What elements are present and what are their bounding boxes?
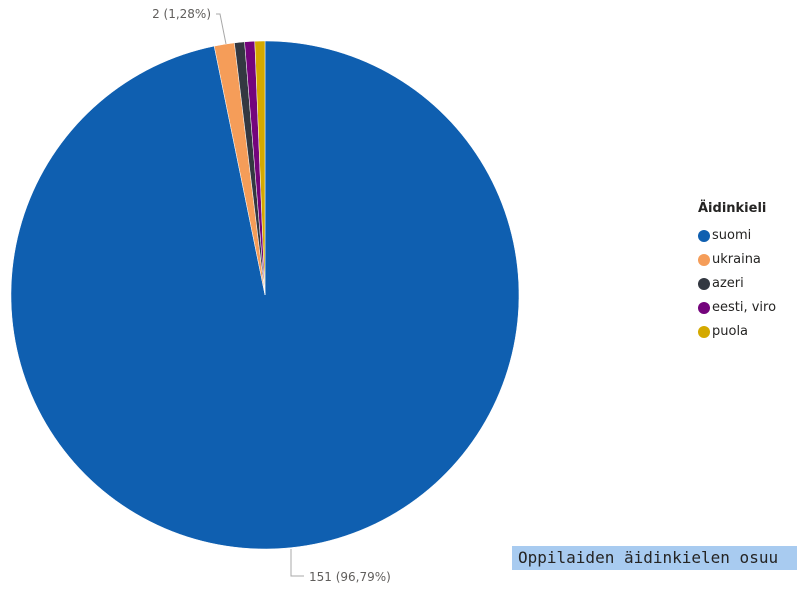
legend-item-puola[interactable]: puola	[698, 320, 776, 344]
legend-title: Äidinkieli	[698, 201, 767, 216]
legend-marker-puola	[698, 326, 710, 338]
data-label-suomi[interactable]: 151 (96,79%)	[309, 570, 391, 584]
data-label-ukraina[interactable]: 2 (1,28%)	[152, 7, 211, 21]
legend-label-suomi: suomi	[712, 228, 752, 243]
legend-label-eesti-viro: eesti, viro	[712, 300, 777, 315]
legend-label-azeri: azeri	[712, 276, 744, 291]
legend-marker-eesti-viro	[698, 302, 710, 314]
legend-label-ukraina: ukraina	[712, 252, 761, 267]
visual-title-footer: Oppilaiden äidinkielen osuu	[512, 546, 797, 570]
legend-item-suomi[interactable]: suomi	[698, 224, 776, 248]
pie-slice-suomi[interactable]	[10, 40, 520, 550]
legend-marker-azeri	[698, 278, 710, 290]
legend-item-eesti-viro[interactable]: eesti, viro	[698, 296, 776, 320]
chart-legend: Äidinkieli suomi ukraina azeri eesti, vi…	[698, 200, 776, 344]
pie-data-labels: 2 (1,28%) 151 (96,79%)	[152, 7, 391, 584]
legend-label-puola: puola	[712, 324, 749, 339]
legend-item-azeri[interactable]: azeri	[698, 272, 776, 296]
pie-slices	[10, 40, 520, 550]
pie-slice-puola[interactable]	[254, 40, 266, 296]
legend-marker-suomi	[698, 230, 710, 242]
legend-item-ukraina[interactable]: ukraina	[698, 248, 776, 272]
leader-line-ukraina	[216, 13, 227, 45]
legend-marker-ukraina	[698, 254, 710, 266]
leader-line-suomi	[290, 549, 304, 577]
